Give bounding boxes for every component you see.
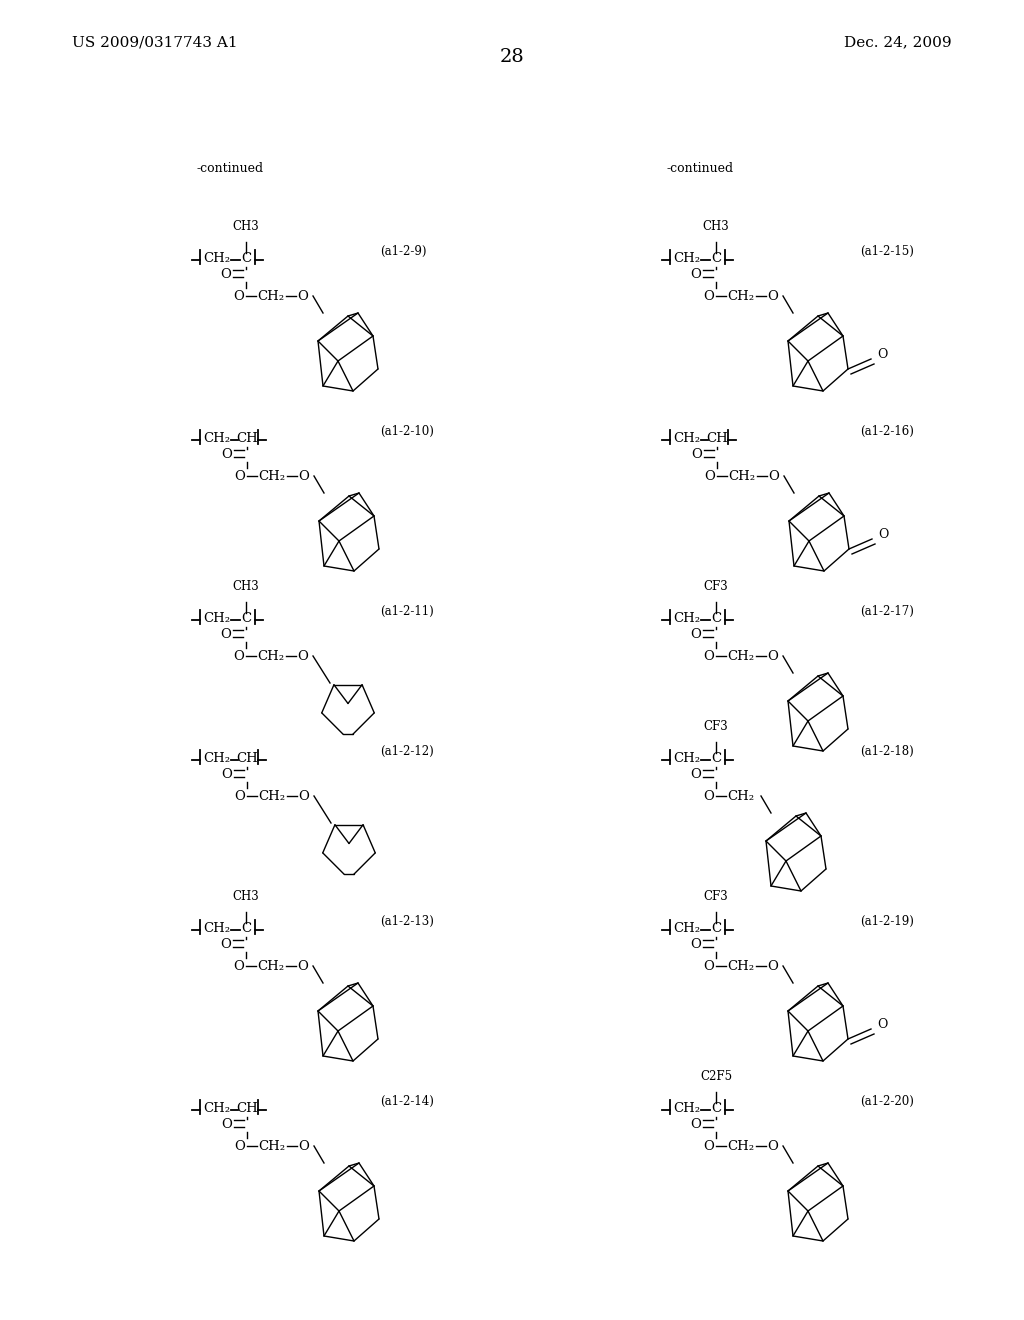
Text: O: O [233,289,245,302]
Text: CH₂: CH₂ [727,789,755,803]
Text: O: O [768,649,778,663]
Text: Dec. 24, 2009: Dec. 24, 2009 [845,36,952,49]
Text: C: C [711,612,721,626]
Text: O: O [298,289,308,302]
Text: O: O [703,960,715,973]
Text: (a1-2-14): (a1-2-14) [380,1096,434,1107]
Text: (a1-2-12): (a1-2-12) [380,744,434,758]
Text: CH₂: CH₂ [674,252,700,265]
Text: 28: 28 [500,48,524,66]
Text: C: C [241,923,251,936]
Text: O: O [234,1139,246,1152]
Text: O: O [877,1018,887,1031]
Text: (a1-2-16): (a1-2-16) [860,425,913,438]
Text: CH₂: CH₂ [674,923,700,936]
Text: O: O [691,447,702,461]
Text: CH₂: CH₂ [257,960,285,973]
Text: CH₂: CH₂ [204,252,230,265]
Text: CH₂: CH₂ [674,752,700,766]
Text: CH3: CH3 [232,890,259,903]
Text: O: O [690,627,701,640]
Text: CH₂: CH₂ [204,612,230,626]
Text: CH3: CH3 [232,579,259,593]
Text: CF3: CF3 [703,890,728,903]
Text: O: O [234,470,246,483]
Text: CH3: CH3 [232,220,259,234]
Text: CH₂: CH₂ [204,923,230,936]
Text: O: O [233,960,245,973]
Text: (a1-2-20): (a1-2-20) [860,1096,913,1107]
Text: C: C [711,923,721,936]
Text: CH₂: CH₂ [204,433,230,446]
Text: O: O [703,1139,715,1152]
Text: CH: CH [237,752,258,766]
Text: C: C [241,252,251,265]
Text: CH₂: CH₂ [258,789,286,803]
Text: O: O [690,268,701,281]
Text: CH₂: CH₂ [727,289,755,302]
Text: (a1-2-18): (a1-2-18) [860,744,913,758]
Text: O: O [703,789,715,803]
Text: CH₂: CH₂ [674,612,700,626]
Text: O: O [690,767,701,780]
Text: -continued: -continued [197,162,263,176]
Text: CH: CH [237,433,258,446]
Text: O: O [233,649,245,663]
Text: O: O [705,470,716,483]
Text: O: O [690,937,701,950]
Text: CH₂: CH₂ [258,1139,286,1152]
Text: (a1-2-10): (a1-2-10) [380,425,434,438]
Text: CH₂: CH₂ [727,649,755,663]
Text: (a1-2-17): (a1-2-17) [860,605,913,618]
Text: -continued: -continued [667,162,733,176]
Text: (a1-2-13): (a1-2-13) [380,915,434,928]
Text: C: C [241,612,251,626]
Text: O: O [220,937,231,950]
Text: O: O [220,268,231,281]
Text: O: O [298,649,308,663]
Text: O: O [703,649,715,663]
Text: C: C [711,752,721,766]
Text: US 2009/0317743 A1: US 2009/0317743 A1 [72,36,238,49]
Text: CH₂: CH₂ [674,433,700,446]
Text: CH₂: CH₂ [204,752,230,766]
Text: O: O [690,1118,701,1130]
Text: CH₂: CH₂ [727,1139,755,1152]
Text: O: O [877,347,887,360]
Text: CH₂: CH₂ [674,1102,700,1115]
Text: CH3: CH3 [702,220,729,234]
Text: O: O [221,447,232,461]
Text: O: O [220,627,231,640]
Text: C: C [711,252,721,265]
Text: O: O [234,789,246,803]
Text: O: O [768,289,778,302]
Text: O: O [221,767,232,780]
Text: CH₂: CH₂ [257,649,285,663]
Text: O: O [878,528,888,540]
Text: (a1-2-11): (a1-2-11) [380,605,434,618]
Text: CH₂: CH₂ [258,470,286,483]
Text: O: O [703,289,715,302]
Text: CH₂: CH₂ [728,470,756,483]
Text: O: O [298,960,308,973]
Text: (a1-2-19): (a1-2-19) [860,915,913,928]
Text: (a1-2-15): (a1-2-15) [860,246,913,257]
Text: O: O [299,1139,309,1152]
Text: CF3: CF3 [703,579,728,593]
Text: CH: CH [237,1102,258,1115]
Text: CH₂: CH₂ [257,289,285,302]
Text: CH: CH [707,433,728,446]
Text: (a1-2-9): (a1-2-9) [380,246,427,257]
Text: C2F5: C2F5 [700,1071,732,1082]
Text: C: C [711,1102,721,1115]
Text: O: O [299,470,309,483]
Text: O: O [768,1139,778,1152]
Text: CF3: CF3 [703,719,728,733]
Text: O: O [221,1118,232,1130]
Text: O: O [299,789,309,803]
Text: O: O [769,470,779,483]
Text: CH₂: CH₂ [204,1102,230,1115]
Text: O: O [768,960,778,973]
Text: CH₂: CH₂ [727,960,755,973]
